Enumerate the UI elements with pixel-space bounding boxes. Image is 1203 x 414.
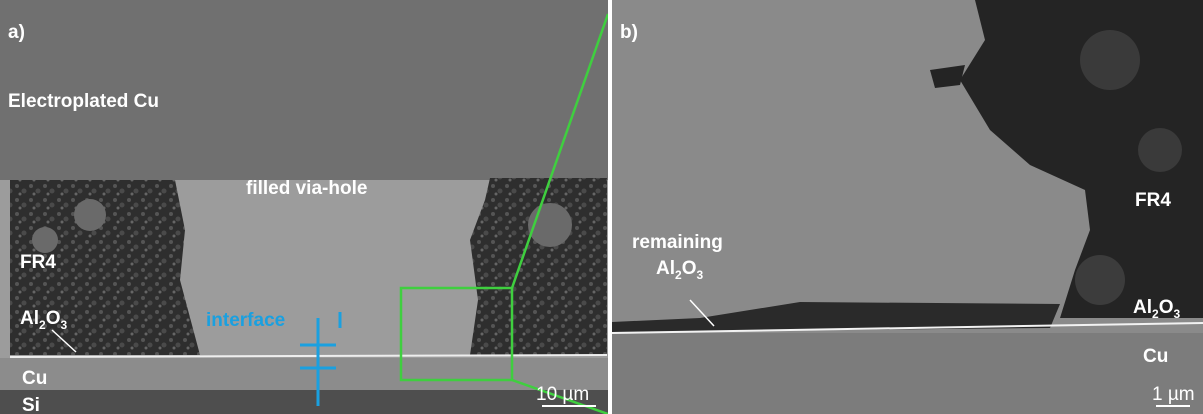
label: Cu — [22, 368, 47, 389]
fiber — [74, 199, 106, 231]
label: Cu — [1143, 346, 1168, 367]
cu-bottom — [612, 333, 1203, 414]
panel-label: b) — [620, 22, 638, 43]
label: 3 — [696, 268, 703, 282]
label: O — [1159, 297, 1174, 318]
label: FR4 — [1135, 190, 1171, 211]
scale-label: 1 µm — [1152, 384, 1195, 405]
fiber — [1138, 128, 1182, 172]
panel-label: a) — [8, 22, 25, 43]
label: filled via-hole — [246, 178, 367, 199]
label: 3 — [1173, 307, 1180, 321]
panel-b: b) FR4 remaining Al2O3 Al2O3 Cu 1 µm — [612, 0, 1203, 414]
label: Electroplated Cu — [8, 91, 159, 112]
divider — [608, 0, 612, 414]
label: Al — [1133, 297, 1152, 318]
panel-a: a) Electroplated Cu filled via-hole FR4 … — [0, 0, 608, 414]
figure: a) Electroplated Cu filled via-hole FR4 … — [0, 0, 1203, 414]
fr4-right — [470, 178, 607, 355]
si-layer — [0, 390, 608, 414]
label: remaining — [632, 232, 723, 253]
fiber — [1080, 30, 1140, 90]
label: 3 — [60, 318, 67, 332]
label: Si — [22, 395, 40, 414]
label: Al — [20, 308, 39, 329]
fiber — [32, 227, 58, 253]
cu-layer — [0, 358, 608, 390]
label: O — [682, 258, 697, 279]
label: FR4 — [20, 252, 56, 273]
interface-label: interface — [206, 310, 285, 331]
scale-label: 10 µm — [536, 384, 589, 405]
fiber — [1075, 255, 1125, 305]
label: Al — [656, 258, 675, 279]
label: O — [46, 308, 61, 329]
